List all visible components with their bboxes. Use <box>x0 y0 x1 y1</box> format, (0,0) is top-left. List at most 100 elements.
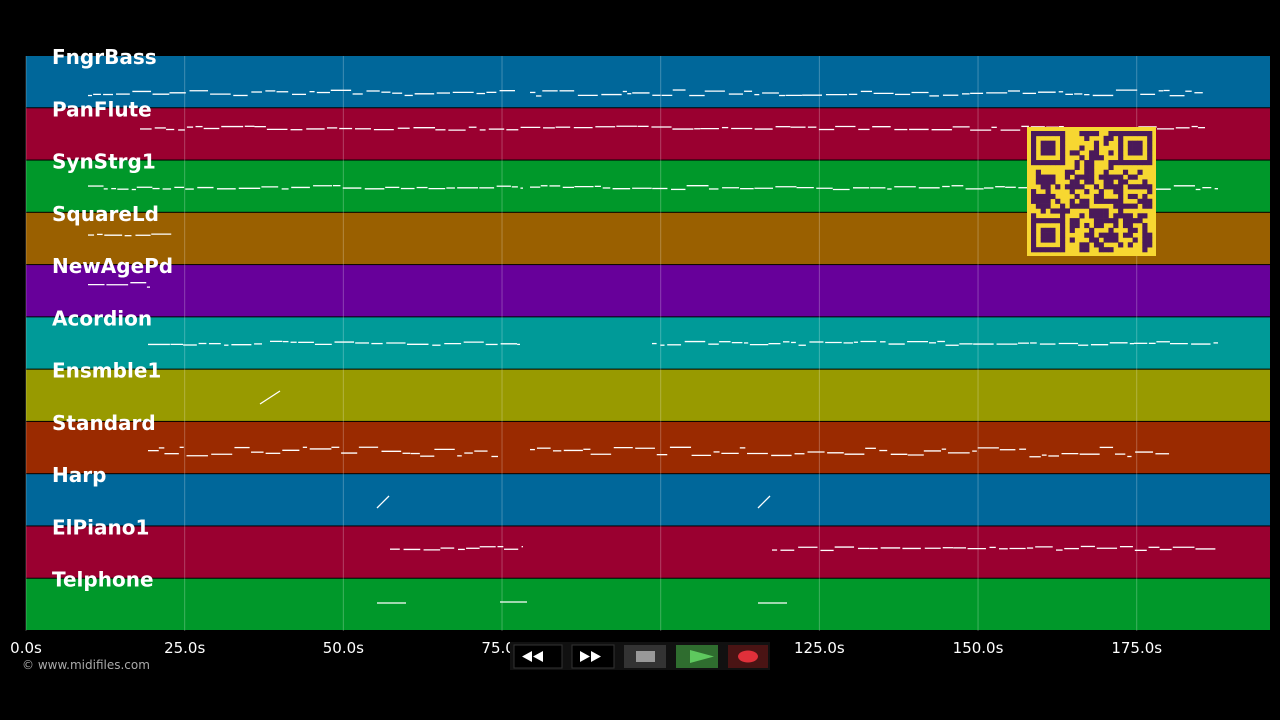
qr-module <box>1031 155 1037 161</box>
qr-module <box>1089 164 1095 171</box>
qr-module <box>1031 145 1037 151</box>
qr-module <box>1045 160 1051 166</box>
qr-module <box>1137 145 1143 151</box>
qr-module <box>1040 208 1046 214</box>
qr-module <box>1074 222 1080 229</box>
qr-module <box>1060 140 1066 146</box>
transport-controls <box>510 642 770 670</box>
qr-module <box>1050 140 1056 146</box>
note <box>376 495 390 509</box>
qr-module <box>1122 213 1129 219</box>
stop-button[interactable] <box>624 645 666 668</box>
qr-module <box>1103 179 1109 185</box>
rewind-button[interactable] <box>513 644 563 669</box>
qr-module <box>1093 222 1100 229</box>
qr-module <box>1060 145 1066 151</box>
qr-module <box>1098 222 1104 229</box>
qr-module <box>1035 203 1041 209</box>
qr-module <box>1035 169 1041 175</box>
qr-module <box>1093 145 1100 151</box>
note <box>259 390 281 405</box>
qr-module <box>1132 174 1138 180</box>
qr-module <box>1089 160 1095 166</box>
qr-module <box>1147 184 1153 190</box>
qr-module <box>1035 247 1041 253</box>
qr-module <box>1084 174 1090 180</box>
qr-module <box>1045 150 1051 156</box>
track-lane <box>26 369 1270 421</box>
qr-module <box>1118 213 1124 219</box>
fast-forward-button[interactable] <box>571 644 615 669</box>
qr-module <box>1118 193 1124 200</box>
qr-module <box>1098 198 1104 204</box>
qr-module <box>1084 169 1090 175</box>
qr-module <box>1050 247 1056 253</box>
qr-module <box>1108 150 1114 156</box>
qr-module <box>1127 193 1133 200</box>
qr-module <box>1113 218 1119 224</box>
qr-module <box>1079 247 1085 253</box>
tick-label: 175.0s <box>1111 639 1162 657</box>
qr-module <box>1084 198 1090 204</box>
qr-module <box>1142 179 1148 185</box>
qr-module <box>1108 232 1114 238</box>
qr-module <box>1147 155 1153 161</box>
qr-module <box>1089 213 1095 219</box>
qr-module <box>1064 208 1071 214</box>
qr-module <box>1050 131 1056 137</box>
qr-module <box>1069 169 1075 175</box>
qr-module <box>1045 189 1051 195</box>
qr-module <box>1132 184 1138 190</box>
qr-module <box>1093 242 1100 248</box>
qr-module <box>1093 193 1100 200</box>
qr-module <box>1137 140 1143 146</box>
qr-module <box>1113 160 1119 166</box>
qr-module <box>1147 237 1153 243</box>
qr-module <box>1137 184 1143 190</box>
qr-module <box>1031 247 1037 253</box>
qr-module <box>1137 150 1143 156</box>
qr-module <box>1118 140 1124 146</box>
qr-module <box>1137 169 1143 175</box>
qr-module <box>1142 193 1148 200</box>
qr-module <box>1079 213 1085 219</box>
qr-module <box>1093 198 1100 204</box>
qr-module <box>1108 135 1114 141</box>
qr-module <box>1055 160 1061 166</box>
qr-module <box>1142 232 1148 238</box>
qr-module <box>1060 150 1066 156</box>
copyright: © www.midifiles.com <box>22 658 150 672</box>
qr-module <box>1040 198 1046 204</box>
qr-module <box>1137 218 1143 224</box>
qr-module <box>1074 160 1080 166</box>
play-button[interactable] <box>676 645 718 668</box>
track-lane <box>26 578 1270 630</box>
qr-module <box>1084 189 1090 195</box>
qr-module <box>1050 150 1056 156</box>
qr-module <box>1122 232 1129 238</box>
qr-module <box>1137 213 1143 219</box>
qr-module <box>1040 150 1046 156</box>
qr-module <box>1045 237 1051 243</box>
qr-module <box>1040 160 1046 166</box>
record-button[interactable] <box>728 645 768 668</box>
qr-module <box>1108 174 1114 180</box>
qr-module <box>1031 140 1037 146</box>
qr-module <box>1098 155 1104 161</box>
qr-module <box>1045 198 1051 204</box>
qr-module <box>1089 237 1095 243</box>
qr-module <box>1093 155 1100 161</box>
qr-module <box>1093 131 1100 137</box>
qr-module <box>1031 242 1037 248</box>
qr-module <box>1079 174 1085 180</box>
qr-module <box>1118 208 1124 214</box>
qr-module <box>1127 218 1133 224</box>
qr-module <box>1079 203 1085 209</box>
qr-module <box>1127 232 1133 238</box>
qr-module <box>1147 145 1153 151</box>
qr-module <box>1040 203 1046 209</box>
qr-module <box>1127 160 1133 166</box>
qr-module <box>1040 193 1046 200</box>
track-label: NewAgePd <box>52 254 173 278</box>
tick-label: 0.0s <box>10 639 42 657</box>
